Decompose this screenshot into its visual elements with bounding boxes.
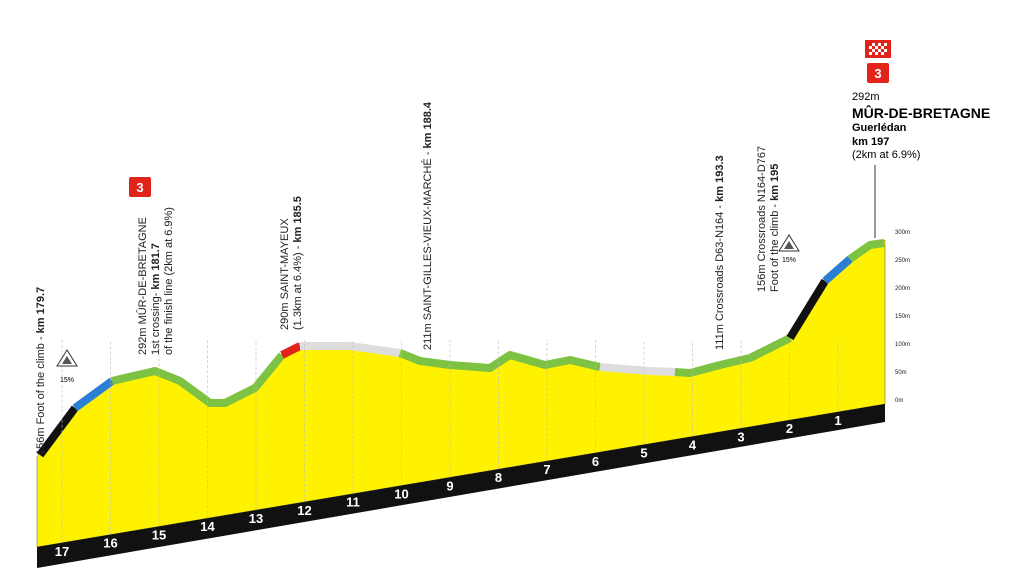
category: 3 xyxy=(874,66,881,81)
altitude-tick: 0m xyxy=(895,398,903,404)
annotation: of the finish line (2km at 6.9%) xyxy=(163,207,175,355)
category-badge xyxy=(129,177,151,197)
annotation: (1.3km at 6.4%) - km 185.5 xyxy=(292,196,304,330)
distance-marker: 4 xyxy=(689,437,697,452)
profile-grey xyxy=(300,342,401,357)
distance-marker: 10 xyxy=(394,487,408,502)
finish-place: Guerlédan xyxy=(852,122,907,134)
climb-blue xyxy=(822,255,853,285)
annotation: 1st crossing- km 181.7 xyxy=(150,243,162,355)
distance-marker: 6 xyxy=(592,454,599,469)
altitude-tick: 150m xyxy=(895,314,910,320)
annotation: 156m Crossroads N164-D767 xyxy=(756,146,768,292)
climb-black xyxy=(786,278,829,341)
distance-marker: 8 xyxy=(495,470,502,485)
annotation: 290m SAINT-MAYEUX xyxy=(279,218,291,330)
finish-flag xyxy=(865,40,891,58)
climb-blue xyxy=(72,377,115,412)
profile-green xyxy=(674,334,792,377)
category: 3 xyxy=(136,180,143,195)
climb-black xyxy=(36,405,79,458)
distance-marker: 1 xyxy=(834,413,841,428)
profile-green xyxy=(847,239,885,263)
profile-green xyxy=(111,352,286,407)
finish-km: km 197 xyxy=(852,136,889,148)
altitude-tick: 50m xyxy=(895,370,907,376)
distance-marker: 2 xyxy=(786,421,793,436)
annotation: 111m Crossroads D63-N164 - km 193.3 xyxy=(714,155,726,350)
altitude-tick: 100m xyxy=(895,342,910,348)
altitude-tick: 200m xyxy=(895,286,910,292)
distance-marker: 12 xyxy=(297,503,311,518)
distance-marker: 17 xyxy=(55,544,69,559)
climb-icon xyxy=(56,349,78,367)
distance-marker: 3 xyxy=(737,429,744,444)
finish-climb: (2km at 6.9%) xyxy=(852,149,920,161)
altitude-tick: 250m xyxy=(895,258,910,264)
distance-marker: 15 xyxy=(152,527,166,542)
grade: 15% xyxy=(60,377,74,384)
grade: 15% xyxy=(782,257,796,264)
category-badge xyxy=(867,63,889,83)
annotation: 156m Foot of the climb - km 179.7 xyxy=(35,287,47,455)
distance-marker: 13 xyxy=(249,511,263,526)
climb-red xyxy=(280,342,302,359)
annotation: 292m MÛR-DE-BRETAGNE xyxy=(136,217,149,355)
profile-grey xyxy=(599,363,676,376)
distance-marker: 11 xyxy=(346,495,360,510)
distance-marker: 7 xyxy=(543,462,550,477)
finish-altitude: 292m xyxy=(852,91,880,103)
profile-green xyxy=(398,349,601,372)
profile-base xyxy=(37,404,885,568)
distance-marker: 16 xyxy=(103,536,117,551)
altitude-tick: 300m xyxy=(895,230,910,236)
finish-name: MÛR-DE-BRETAGNE xyxy=(852,104,990,121)
distance-marker: 9 xyxy=(446,478,453,493)
climb-icon xyxy=(778,234,800,252)
distance-marker: 14 xyxy=(200,519,215,534)
annotation: 211m SAINT-GILLES-VIEUX-MARCHÉ - km 188.… xyxy=(421,101,434,350)
distance-marker: 5 xyxy=(640,446,647,461)
annotation: Foot of the climb - km 195 xyxy=(769,164,781,292)
